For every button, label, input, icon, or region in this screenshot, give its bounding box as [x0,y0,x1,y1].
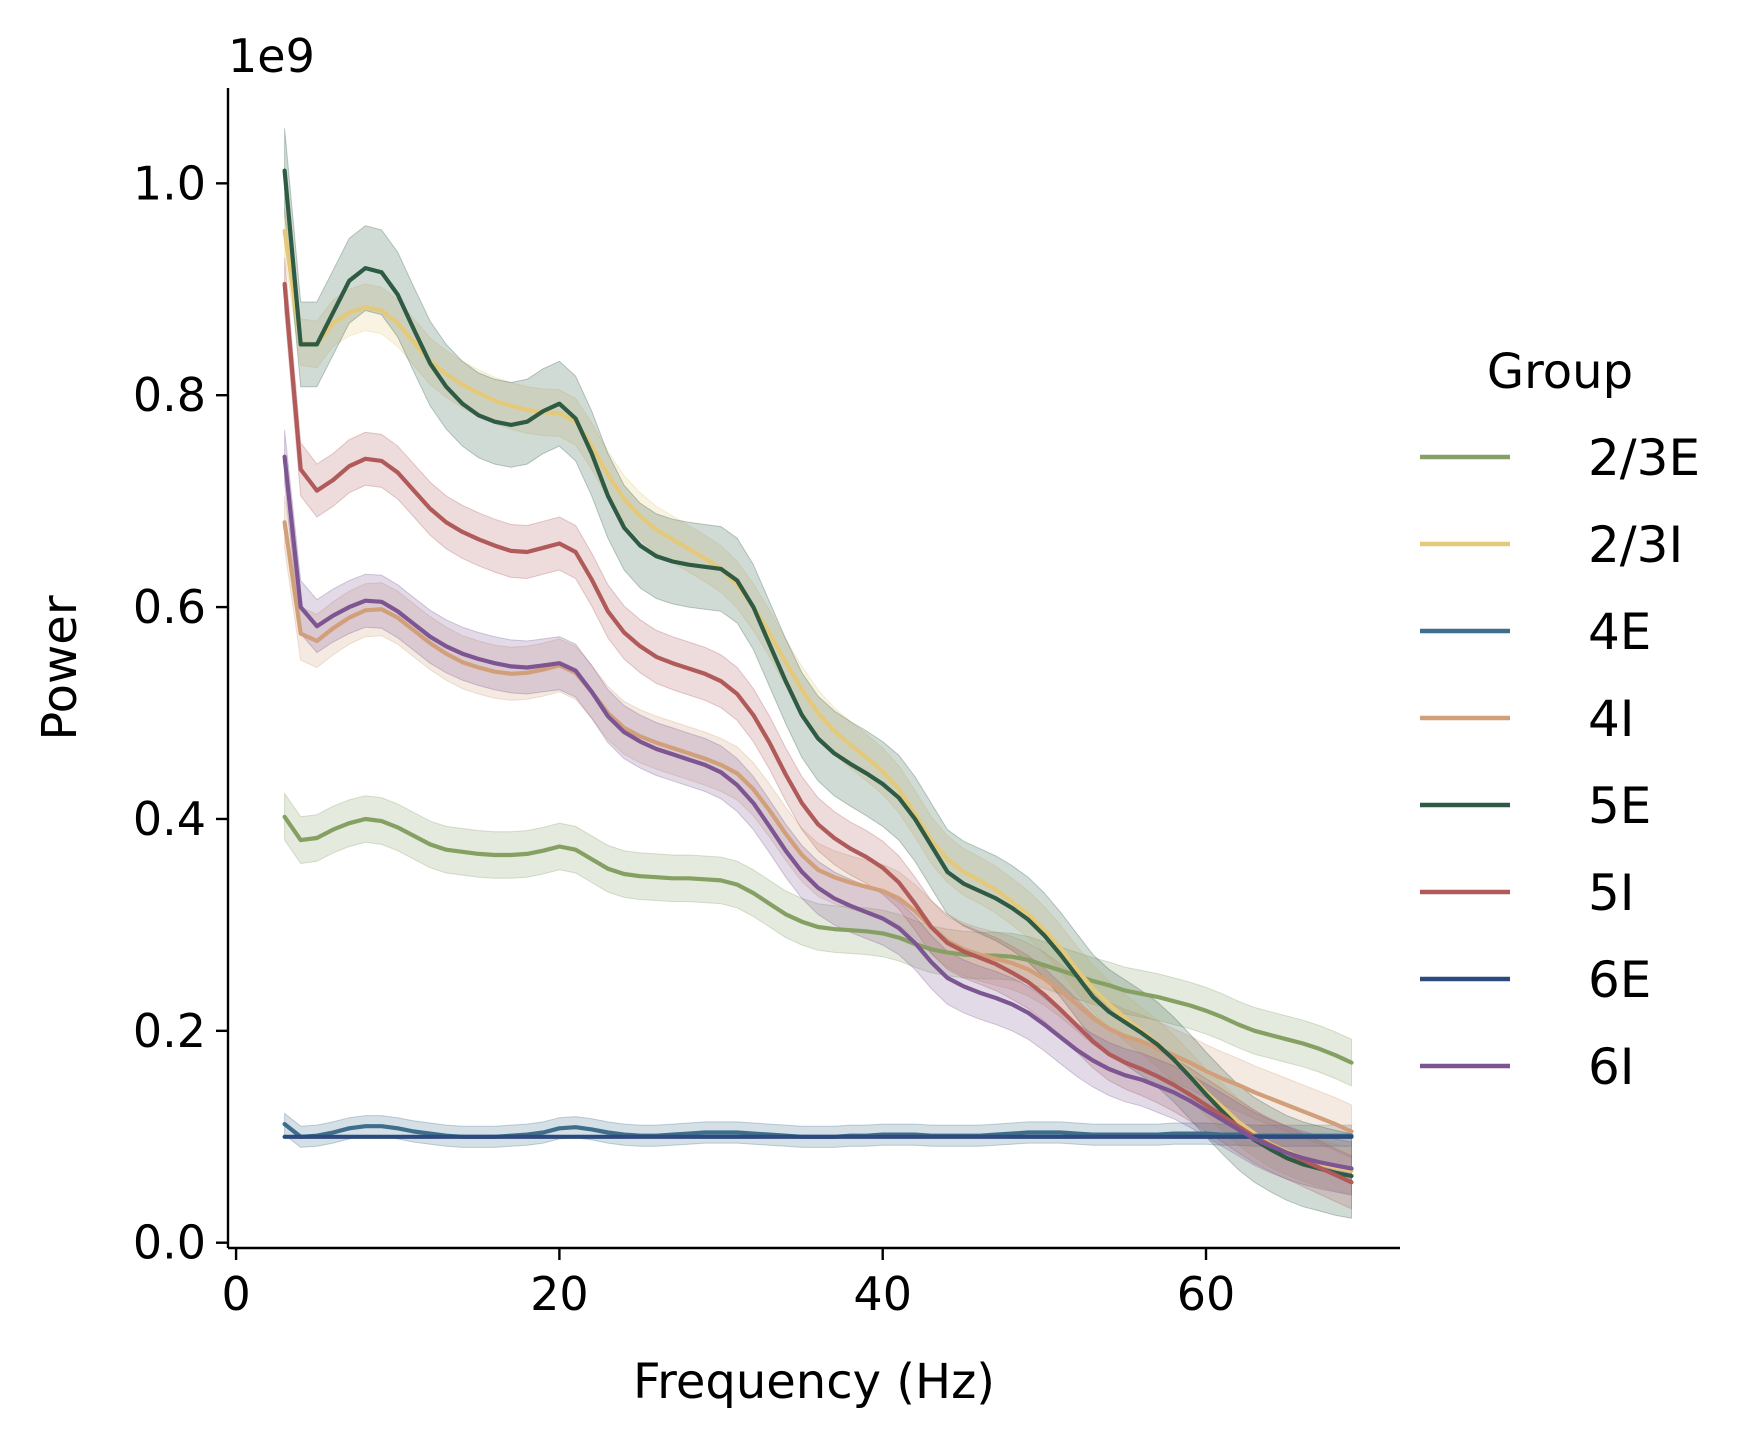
legend-item: 5I [1420,864,1635,922]
confidence-bands [284,128,1352,1219]
y-tick-label: 0.4 [133,792,206,846]
legend-label: 6I [1588,1038,1635,1096]
series-line-4i [282,520,1354,1134]
legend-label: 6E [1588,951,1651,1009]
y-tick-label: 0.0 [133,1216,206,1270]
legend-item: 2/3E [1420,429,1700,487]
band-2-3e [284,791,1352,1087]
series-line-2-3e [282,814,1354,1065]
x-tick-label: 40 [853,1267,912,1321]
legend-title: Group [1487,344,1633,400]
legend-label: 4E [1588,603,1651,661]
y-axis-label: Power [32,595,88,740]
x-tick-label: 60 [1177,1267,1236,1321]
legend-label: 5I [1588,864,1635,922]
legend-label: 5E [1588,777,1651,835]
legend-label: 2/3E [1588,429,1700,487]
x-tick-label: 20 [530,1267,589,1321]
legend: Group 2/3E 2/3I 4E 4I 5E 5I 6E 6I [1420,344,1700,1096]
series-lines [282,168,1354,1185]
band-5i [284,257,1352,1210]
legend-item: 6E [1420,951,1651,1009]
y-tick-label: 0.2 [133,1004,206,1058]
y-offset-label: 1e9 [228,29,315,83]
legend-item: 5E [1420,777,1651,835]
axes [226,88,1400,1250]
series-line-5i [282,281,1354,1185]
band-4e [284,1112,1352,1148]
series-line-6i [282,454,1354,1171]
legend-label: 4I [1588,690,1635,748]
band-5e [284,128,1352,1219]
x-tick-label: 0 [221,1267,250,1321]
y-ticks: 0.0 0.2 0.4 0.6 0.8 1.0 [133,156,228,1270]
y-tick-label: 1.0 [133,156,206,210]
legend-item: 4E [1420,603,1651,661]
legend-item: 6I [1420,1038,1635,1096]
band-4i [284,495,1352,1159]
x-axis-label: Frequency (Hz) [633,1354,995,1410]
legend-item: 2/3I [1420,516,1683,574]
y-tick-label: 0.6 [133,580,206,634]
band-2-3i [284,207,1352,1195]
legend-item: 4I [1420,690,1635,748]
y-tick-label: 0.8 [133,368,206,422]
x-ticks: 0 20 40 60 [221,1248,1235,1321]
band-6i [284,430,1352,1196]
legend-label: 2/3I [1588,516,1683,574]
series-line-5e [282,168,1354,1179]
